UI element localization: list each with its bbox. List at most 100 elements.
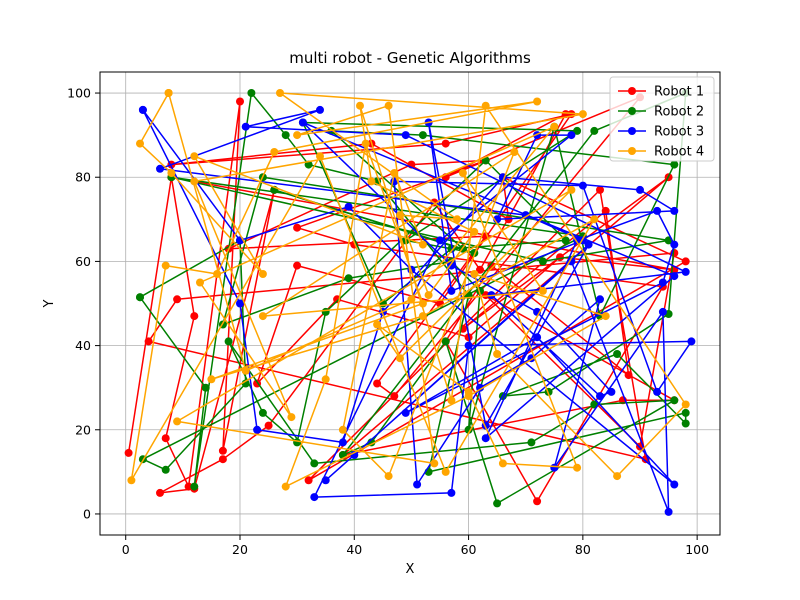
data-point: [464, 341, 473, 350]
legend-item: Robot 4: [618, 145, 704, 160]
data-point: [573, 126, 582, 135]
data-point: [196, 278, 204, 287]
data-point: [584, 240, 593, 249]
data-point: [567, 185, 576, 194]
x-tick-label: 80: [575, 542, 591, 557]
data-point: [578, 181, 587, 190]
legend-label: Robot 2: [654, 105, 704, 120]
data-point: [601, 312, 610, 321]
data-point: [164, 89, 173, 97]
y-tick-label: 40: [75, 338, 91, 353]
data-point: [338, 438, 347, 447]
data-point: [470, 227, 479, 236]
data-point: [276, 89, 284, 97]
data-point: [293, 261, 302, 270]
data-point: [384, 472, 393, 481]
data-point: [161, 261, 170, 270]
data-point: [218, 446, 227, 455]
data-point: [241, 122, 250, 131]
data-point: [310, 493, 319, 502]
data-point: [167, 169, 176, 177]
data-point: [464, 387, 473, 396]
data-point: [136, 293, 144, 302]
legend-item: Robot 3: [618, 125, 704, 140]
data-point: [190, 177, 199, 186]
data-point: [670, 240, 679, 249]
data-point: [310, 459, 319, 468]
y-tick-label: 100: [67, 86, 91, 101]
data-point: [596, 295, 604, 304]
x-tick-label: 20: [232, 542, 248, 557]
y-tick-label: 80: [75, 170, 91, 185]
x-axis-label: X: [406, 562, 415, 577]
data-point: [550, 463, 559, 472]
data-point: [567, 131, 576, 140]
data-point: [136, 139, 144, 148]
chart-title: multi robot - Genetic Algorithms: [289, 49, 531, 67]
data-point: [636, 185, 644, 194]
data-point: [573, 463, 582, 472]
data-point: [493, 499, 502, 508]
data-point: [681, 408, 690, 417]
data-point: [173, 295, 182, 304]
data-point: [384, 101, 393, 110]
data-point: [344, 202, 353, 211]
data-point: [373, 320, 382, 329]
data-point: [567, 257, 576, 266]
data-point: [658, 278, 667, 287]
data-point: [687, 337, 696, 346]
data-point: [590, 215, 599, 224]
data-point: [190, 152, 199, 161]
data-point: [527, 438, 536, 447]
data-point: [681, 419, 690, 428]
legend: Robot 1 Robot 2 Robot 3 Robot 4: [609, 76, 715, 162]
data-point: [670, 160, 679, 169]
data-point: [533, 497, 542, 506]
data-point: [258, 312, 267, 321]
y-axis-label: Y: [42, 299, 57, 308]
data-point: [293, 223, 302, 232]
data-point: [247, 89, 256, 97]
y-tick-label: 60: [75, 254, 91, 269]
data-point: [436, 236, 444, 245]
data-point: [287, 413, 296, 422]
data-point: [321, 307, 330, 316]
data-point: [481, 434, 490, 443]
legend-item: Robot 2: [618, 105, 704, 120]
data-point: [670, 396, 679, 405]
data-point: [258, 408, 267, 417]
data-point: [681, 257, 690, 266]
data-point: [556, 253, 564, 262]
data-point: [161, 465, 170, 474]
x-tick-label: 60: [461, 542, 477, 557]
data-point: [533, 97, 542, 106]
data-point: [390, 392, 399, 401]
data-point: [481, 291, 490, 300]
data-point: [418, 312, 427, 321]
data-point: [590, 126, 599, 135]
data-point: [447, 396, 456, 405]
data-point: [561, 236, 570, 245]
legend-box: [609, 76, 715, 162]
data-point: [476, 383, 484, 392]
data-point: [270, 148, 279, 156]
y-tick-label: 0: [83, 506, 91, 521]
data-point: [464, 425, 473, 434]
data-point: [293, 131, 302, 140]
data-point: [538, 257, 547, 266]
data-point: [344, 274, 353, 283]
x-tick-label: 100: [685, 542, 709, 557]
data-point: [190, 482, 199, 491]
data-point: [304, 476, 313, 485]
data-point: [538, 286, 547, 295]
legend-marker: [628, 107, 636, 115]
data-point: [201, 383, 210, 392]
data-point: [550, 122, 559, 131]
data-point: [316, 152, 324, 161]
data-point: [316, 105, 324, 114]
data-point: [124, 448, 133, 457]
data-point: [681, 267, 690, 276]
data-point: [624, 371, 633, 380]
series-4: [127, 89, 690, 491]
data-point: [293, 438, 302, 447]
